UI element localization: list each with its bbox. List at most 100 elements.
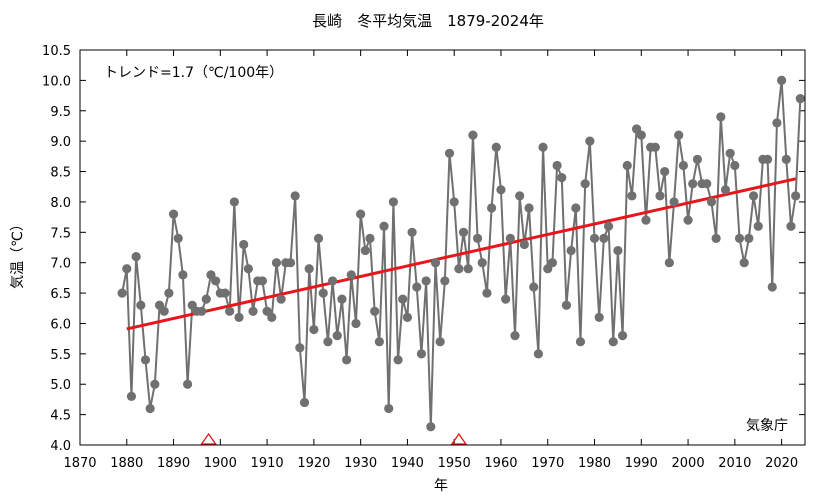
data-point — [477, 258, 487, 268]
data-point — [487, 203, 497, 213]
data-point — [159, 306, 169, 316]
data-point — [398, 294, 408, 304]
data-point — [327, 276, 338, 286]
data-point — [608, 337, 618, 347]
x-tick-label: 1970 — [531, 456, 564, 471]
data-point — [706, 197, 717, 207]
x-tick-label: 2010 — [718, 456, 751, 471]
data-point — [140, 355, 151, 365]
data-point — [524, 203, 534, 213]
data-point — [650, 142, 660, 152]
x-tick-labels: 1870 1880 1890 1900 1910 1920 1930 1940 1950 1960… — [63, 456, 798, 471]
chart-title: 長崎 冬平均気温 1879-2024年 — [312, 12, 544, 30]
data-point — [239, 239, 249, 250]
x-tick-label: 1950 — [438, 456, 471, 471]
data-point — [627, 191, 637, 201]
data-point — [416, 349, 427, 359]
series-line — [121, 80, 802, 427]
points-group — [117, 75, 805, 432]
data-point — [412, 282, 422, 292]
data-point — [342, 355, 352, 365]
y-tick-label: 4.5 — [50, 409, 71, 424]
data-point — [599, 233, 609, 243]
y-axis-title: 気温（℃） — [10, 217, 26, 289]
data-point — [440, 276, 450, 286]
data-point — [594, 312, 604, 322]
data-point — [557, 173, 567, 183]
data-point — [622, 160, 632, 171]
data-point — [491, 142, 501, 152]
data-point — [688, 179, 698, 189]
data-point — [795, 94, 805, 104]
data-point — [641, 215, 651, 225]
plot-frame — [79, 49, 806, 446]
data-point — [285, 258, 296, 268]
trend-line — [126, 177, 796, 331]
data-point — [674, 130, 684, 140]
data-point — [168, 209, 179, 219]
data-point — [589, 233, 600, 243]
data-point — [711, 233, 721, 243]
data-point — [786, 221, 796, 231]
data-point — [131, 252, 141, 262]
data-point — [370, 306, 380, 316]
y-tick-label: 10.5 — [42, 44, 71, 59]
data-point — [482, 288, 492, 298]
x-tick-label: 1940 — [391, 456, 424, 471]
data-point — [426, 422, 436, 432]
data-point — [295, 343, 305, 353]
data-point — [510, 331, 520, 341]
data-point — [458, 227, 469, 237]
data-point — [454, 264, 464, 274]
data-point — [384, 403, 394, 414]
data-point — [145, 403, 155, 414]
data-point — [407, 227, 417, 237]
data-point — [182, 379, 193, 389]
x-tick-label: 1880 — [110, 456, 143, 471]
data-point — [772, 118, 782, 128]
data-point — [430, 258, 441, 268]
data-point — [304, 264, 314, 274]
data-point — [267, 312, 277, 322]
data-point — [575, 337, 586, 347]
data-point — [552, 160, 562, 171]
data-point — [332, 331, 342, 341]
data-point — [122, 264, 132, 274]
data-point — [660, 166, 670, 177]
data-point — [299, 397, 310, 408]
data-point — [781, 154, 791, 164]
data-point — [276, 294, 286, 304]
data-point — [173, 233, 183, 243]
data-point — [777, 75, 787, 85]
data-point — [243, 264, 253, 274]
data-point — [636, 130, 646, 140]
x-tick-label: 1900 — [204, 456, 237, 471]
markers-group — [200, 432, 468, 445]
x-tick-label: 1920 — [297, 456, 330, 471]
ticks — [79, 49, 805, 446]
data-point — [496, 185, 506, 195]
data-point — [225, 306, 235, 316]
data-point — [374, 337, 384, 347]
data-point — [257, 276, 268, 286]
source-label: 気象庁 — [746, 418, 788, 434]
data-point — [753, 221, 763, 231]
y-tick-label: 6.5 — [50, 287, 71, 302]
data-point — [678, 160, 688, 171]
data-point — [229, 197, 239, 207]
data-point — [501, 294, 511, 304]
data-point — [472, 233, 483, 243]
data-point — [365, 233, 375, 243]
data-point — [730, 160, 740, 171]
data-point — [449, 197, 459, 207]
data-point — [402, 312, 413, 322]
data-point — [519, 239, 529, 250]
data-point — [725, 148, 735, 158]
data-point — [360, 245, 370, 256]
series-line-group — [121, 80, 802, 427]
data-point — [529, 282, 539, 292]
trend-line-group — [126, 177, 796, 331]
x-tick-label: 1930 — [344, 456, 377, 471]
data-point — [211, 276, 221, 286]
